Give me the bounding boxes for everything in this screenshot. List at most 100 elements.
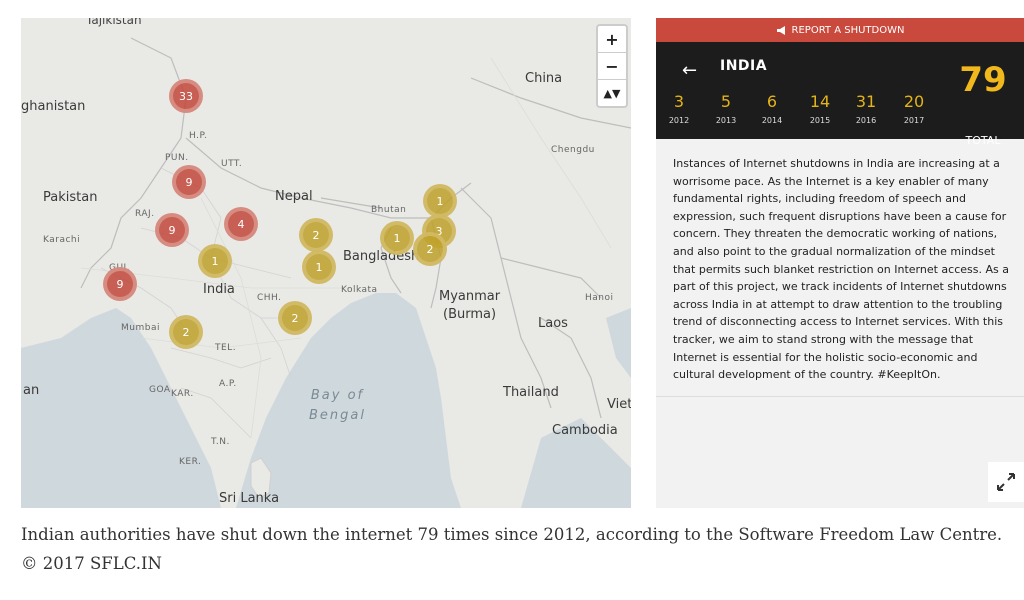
year-stat: 14 2015 — [800, 92, 840, 125]
map-marker[interactable]: 4 — [224, 207, 258, 241]
map-label-bangladesh: Bangladesh — [343, 249, 420, 264]
map-marker[interactable]: 2 — [299, 218, 333, 252]
map-label-mumbai: Mumbai — [121, 323, 160, 333]
total-label: TOTAL — [965, 134, 1001, 147]
marker-count: 1 — [315, 260, 323, 274]
map-label-afghanistan: ghanistan — [21, 99, 86, 114]
year-stat: 20 2017 — [894, 92, 934, 125]
year-label: 2017 — [903, 116, 925, 125]
map-label-goa: GOA — [149, 385, 171, 395]
map-label-tel: TEL. — [215, 343, 237, 353]
map-label-an: an — [23, 383, 40, 398]
map-label-tn: T.N. — [211, 437, 230, 447]
year-label: 2016 — [855, 116, 877, 125]
marker-count: 33 — [179, 89, 193, 103]
expand-arrows-icon — [997, 473, 1015, 491]
map-label-ap: A.P. — [219, 379, 237, 389]
marker-count: 1 — [211, 254, 219, 268]
map-label-vietnam: Viet — [607, 397, 631, 412]
map-label-india: India — [203, 282, 235, 297]
marker-count: 4 — [237, 217, 245, 231]
map-label-thailand: Thailand — [503, 385, 559, 400]
marker-count: 9 — [116, 277, 124, 291]
country-panel: REPORT A SHUTDOWN ← INDIA 3 2012 5 2013 6 2… — [656, 18, 1024, 508]
map-label-sri-lanka: Sri Lanka — [219, 491, 280, 506]
map-label-kar: KAR. — [171, 389, 194, 399]
year-label: 2014 — [761, 116, 783, 125]
map-label-burma: (Burma) — [443, 307, 497, 322]
marker-count: 2 — [426, 242, 434, 256]
zoom-in-button[interactable]: + — [598, 26, 626, 53]
map-label-kolkata: Kolkata — [341, 285, 378, 295]
map-label-pakistan: Pakistan — [43, 190, 98, 205]
year-count: 20 — [903, 92, 925, 111]
year-count: 6 — [766, 92, 778, 111]
map-label-tajikistan: Tajikistan — [86, 18, 142, 27]
map-label-bay-of-bengal: Bay of Bengal — [309, 388, 366, 423]
gulf-of-thailand — [521, 418, 631, 508]
total-count: 79 — [959, 60, 1007, 100]
map-label-raj: RAJ. — [135, 209, 155, 219]
map-label-china: China — [525, 71, 563, 86]
arabian-sea — [21, 308, 221, 508]
sri-lanka-shape — [250, 457, 272, 499]
map-label-nepal: Nepal — [275, 189, 313, 204]
map-marker[interactable]: 9 — [155, 213, 189, 247]
year-stat: 31 2016 — [846, 92, 886, 125]
map-label-hanoi: Hanoi — [585, 293, 614, 303]
map[interactable]: Tajikistan ghanistan China Chengdu Pakis… — [21, 18, 631, 508]
back-arrow-icon[interactable]: ← — [682, 60, 698, 81]
country-description: Instances of Internet shutdowns in India… — [656, 145, 1024, 397]
map-label-laos: Laos — [538, 316, 568, 331]
marker-count: 2 — [291, 311, 299, 325]
map-marker[interactable]: 2 — [413, 232, 447, 266]
marker-count: 1 — [393, 231, 401, 245]
zoom-out-button[interactable]: − — [598, 53, 626, 80]
expand-icon[interactable] — [988, 462, 1024, 502]
map-label-cambodia: Cambodia — [552, 423, 618, 438]
report-shutdown-button[interactable]: REPORT A SHUTDOWN — [656, 18, 1024, 42]
marker-count: 9 — [185, 175, 193, 189]
map-marker[interactable]: 33 — [169, 79, 203, 113]
year-label: 2013 — [715, 116, 737, 125]
map-marker[interactable]: 9 — [172, 165, 206, 199]
year-label: 2012 — [668, 116, 690, 125]
report-shutdown-label: REPORT A SHUTDOWN — [791, 24, 905, 36]
year-label: 2015 — [809, 116, 831, 125]
map-label-hp: H.P. — [189, 131, 208, 141]
map-label-utt: UTT. — [221, 159, 243, 169]
map-marker[interactable]: 1 — [198, 244, 232, 278]
map-label-chengdu: Chengdu — [551, 145, 595, 155]
year-count: 31 — [855, 92, 877, 111]
year-count: 3 — [673, 92, 685, 111]
megaphone-icon — [776, 25, 785, 35]
gulf-of-tonkin — [606, 308, 631, 378]
marker-count: 2 — [312, 228, 320, 242]
year-stat: 6 2014 — [752, 92, 792, 125]
map-label-ker: KER. — [179, 457, 202, 467]
stats-header: ← INDIA 3 2012 5 2013 6 2014 14 2015 31 2016 … — [656, 42, 1024, 147]
map-marker[interactable]: 2 — [278, 301, 312, 335]
map-marker[interactable]: 1 — [380, 221, 414, 255]
image-caption: Indian authorities have shut down the in… — [21, 525, 1003, 573]
marker-count: 3 — [435, 224, 443, 238]
reset-north-button[interactable]: ▲▼ — [603, 86, 621, 100]
year-stat: 5 2013 — [706, 92, 746, 125]
marker-count: 1 — [436, 194, 444, 208]
map-marker[interactable]: 9 — [103, 267, 137, 301]
map-marker[interactable]: 1 — [423, 184, 457, 218]
map-label-bhutan: Bhutan — [371, 205, 407, 215]
map-marker[interactable]: 1 — [302, 250, 336, 284]
year-count: 5 — [720, 92, 732, 111]
marker-count: 2 — [182, 325, 190, 339]
marker-count: 9 — [168, 223, 176, 237]
map-label-myanmar: Myanmar — [439, 289, 501, 304]
map-label-chh: CHH. — [257, 293, 282, 303]
map-marker[interactable]: 2 — [169, 315, 203, 349]
zoom-control: + − ▲▼ — [596, 24, 628, 108]
country-name: INDIA — [720, 58, 768, 74]
bay-of-bengal — [236, 293, 461, 508]
map-label-pun: PUN. — [165, 153, 189, 163]
year-count: 14 — [809, 92, 831, 111]
year-stat: 3 2012 — [659, 92, 699, 125]
